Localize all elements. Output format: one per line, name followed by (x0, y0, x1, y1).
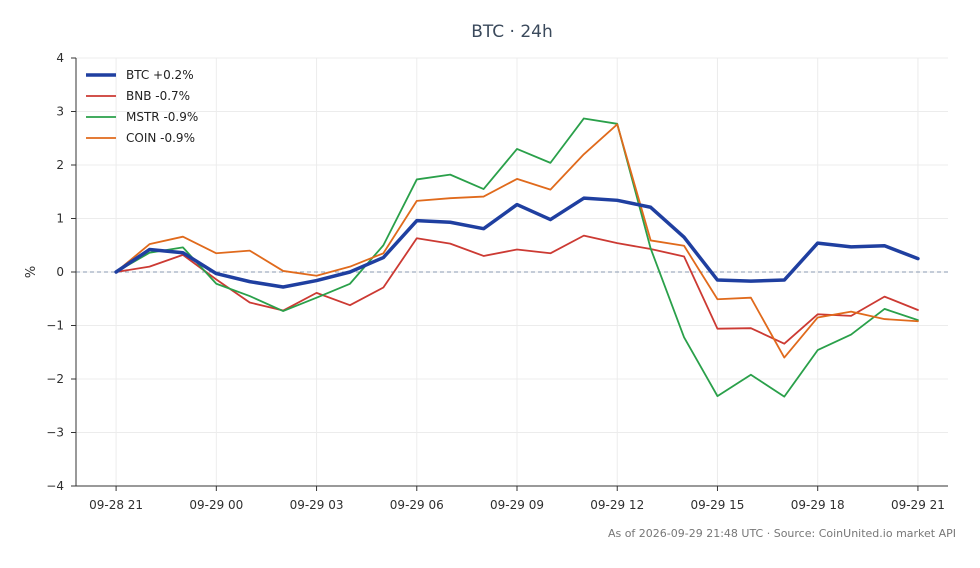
y-tick-label: 2 (56, 158, 64, 172)
y-tick-label: −3 (46, 426, 64, 440)
x-tick-label: 09-29 12 (590, 498, 644, 512)
source-footer: As of 2026-09-29 21:48 UTC · Source: Coi… (608, 527, 956, 540)
tick-labels: 4 3 2 1 0 −1 −2 −3 −4 09-28 21 09-29 00 09-29 03 09-… (46, 51, 945, 512)
x-tick-label: 09-29 18 (791, 498, 845, 512)
series-line-0 (114, 196, 920, 289)
series-line-3 (115, 123, 919, 359)
x-tick-label: 09-29 06 (390, 498, 444, 512)
y-tick-label: −1 (46, 319, 64, 333)
chart-title: BTC · 24h (471, 22, 553, 42)
x-tick-label: 09-28 21 (89, 498, 143, 512)
y-tick-label: 4 (56, 51, 64, 65)
legend-label: BTC +0.2% (126, 68, 194, 82)
y-tick-label: 1 (56, 212, 64, 226)
x-tick-label: 09-29 09 (490, 498, 544, 512)
y-tick-label: −4 (46, 479, 64, 493)
x-tick-label: 09-29 15 (690, 498, 744, 512)
legend: BTC +0.2% BNB -0.7% MSTR -0.9% COIN -0.9% (86, 68, 198, 145)
legend-label: MSTR -0.9% (126, 110, 198, 124)
y-tick-label: 3 (56, 105, 64, 119)
y-tick-label: 0 (56, 265, 64, 279)
legend-label: COIN -0.9% (126, 131, 195, 145)
x-tick-label: 09-29 00 (189, 498, 243, 512)
series-line-2 (115, 117, 919, 398)
legend-label: BNB -0.7% (126, 89, 190, 103)
x-tick-label: 09-29 21 (891, 498, 945, 512)
y-tick-label: −2 (46, 372, 64, 386)
series-layer (114, 117, 920, 398)
x-tick-label: 09-29 03 (290, 498, 344, 512)
y-axis-label: % (24, 266, 39, 278)
series-line-1 (115, 234, 919, 345)
